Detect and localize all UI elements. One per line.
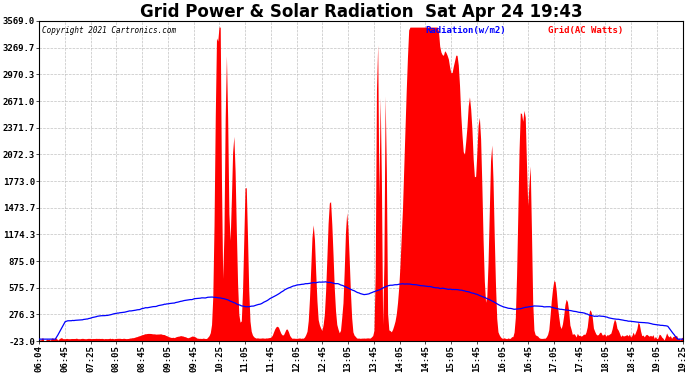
Text: Radiation(w/m2): Radiation(w/m2) [425,26,506,35]
Title: Grid Power & Solar Radiation  Sat Apr 24 19:43: Grid Power & Solar Radiation Sat Apr 24 … [139,3,582,21]
Text: Copyright 2021 Cartronics.com: Copyright 2021 Cartronics.com [42,26,177,35]
Text: Grid(AC Watts): Grid(AC Watts) [548,26,623,35]
